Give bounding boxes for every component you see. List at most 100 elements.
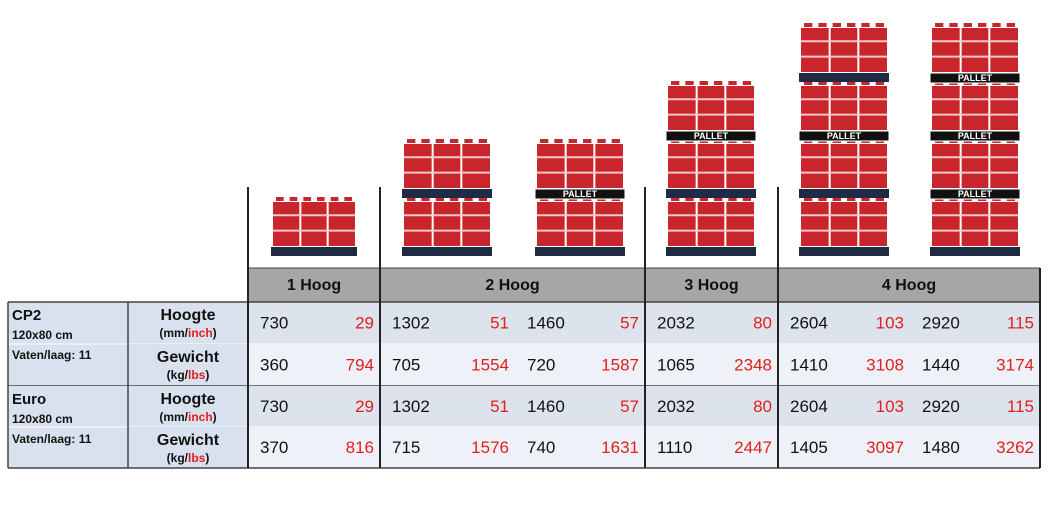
imperial-value: 115 (1007, 397, 1034, 416)
imperial-value: 1587 (601, 355, 639, 374)
barrel-top (714, 197, 723, 201)
barrels (537, 144, 623, 188)
measure-cell (128, 386, 248, 427)
measure-unit: (kg/lbs) (167, 368, 210, 382)
barrel-layer (666, 197, 756, 256)
barrels (668, 86, 754, 130)
imperial-value: 2447 (734, 438, 772, 457)
product-size: 120x80 cm (12, 412, 73, 426)
unit-part: inch (188, 410, 213, 424)
product-layer: Vaten/laag: 11 (12, 348, 92, 362)
imperial-value: 794 (346, 355, 374, 374)
unit-part: inch (188, 326, 213, 340)
measure-cell (128, 427, 248, 468)
barrels (801, 144, 887, 188)
unit-part: ) (213, 326, 217, 340)
imperial-value: 1554 (471, 355, 509, 374)
barrel-top (861, 81, 870, 85)
imperial-value: 2348 (734, 355, 772, 374)
metric-value: 1480 (922, 438, 960, 457)
barrel-top (875, 197, 884, 201)
imperial-value: 51 (490, 397, 509, 416)
metric-value: 730 (260, 397, 288, 416)
imperial-value: 3097 (866, 438, 904, 457)
imperial-value: 1631 (601, 438, 639, 457)
barrel-top (478, 139, 487, 143)
metric-value: 1440 (922, 355, 960, 374)
unit-part: (mm/ (159, 410, 188, 424)
barrels (801, 86, 887, 130)
unit-part: ) (205, 368, 209, 382)
barrel-top (450, 139, 459, 143)
pallet (402, 247, 492, 256)
barrel-top (583, 139, 592, 143)
imperial-value: 103 (876, 313, 904, 332)
barrel-top (671, 197, 680, 201)
pallet-label: PALLET (958, 131, 993, 141)
barrel-top (289, 197, 298, 201)
imperial-value: 51 (490, 313, 509, 332)
barrel-top (742, 81, 751, 85)
measure-label: Hoogte (160, 391, 215, 408)
barrel-layer: PALLET (798, 81, 890, 142)
pallet (271, 247, 357, 256)
imperial-value: 3174 (996, 355, 1034, 374)
pallet (535, 247, 625, 256)
unit-part: (kg/ (167, 368, 189, 382)
pallet-label: PALLET (563, 189, 598, 199)
imperial-value: 57 (620, 397, 639, 416)
pallet-labelled (798, 130, 890, 142)
barrel-top (861, 197, 870, 201)
group-header: 2 Hoog (485, 277, 539, 294)
barrel-layer (799, 197, 889, 256)
metric-value: 1065 (657, 355, 695, 374)
imperial-value: 115 (1007, 313, 1034, 332)
pallet-labelled (665, 130, 757, 142)
barrel-top (714, 81, 723, 85)
barrel-layer (930, 197, 1020, 256)
metric-value: 1302 (392, 397, 430, 416)
barrel-layer (402, 197, 492, 256)
barrel-top (818, 23, 827, 27)
imperial-value: 3262 (996, 438, 1034, 457)
unit-part: ) (213, 410, 217, 424)
barrels (404, 144, 490, 188)
barrels (932, 144, 1018, 188)
imperial-value: 57 (620, 313, 639, 332)
barrel-top (949, 23, 958, 27)
barrel-top (554, 139, 563, 143)
barrels (668, 202, 754, 246)
barrel-top (435, 139, 444, 143)
group-header: 3 Hoog (684, 277, 738, 294)
barrel-top (847, 23, 856, 27)
barrel-top (435, 197, 444, 201)
barrel-layer: PALLET (929, 23, 1021, 84)
unit-part: lbs (188, 368, 206, 382)
imperial-value: 103 (876, 397, 904, 416)
barrel-top (685, 197, 694, 201)
barrel-top (935, 23, 944, 27)
barrels (801, 202, 887, 246)
barrel-top (421, 139, 430, 143)
measure-label: Gewicht (157, 349, 220, 366)
barrels (404, 202, 490, 246)
barrel-top (875, 81, 884, 85)
pallet (666, 247, 756, 256)
product-layer: Vaten/laag: 11 (12, 432, 92, 446)
barrel-top (1006, 23, 1015, 27)
barrel-top (699, 81, 708, 85)
product-size: 120x80 cm (12, 328, 73, 342)
barrel-top (847, 197, 856, 201)
measure-label: Gewicht (157, 432, 220, 449)
metric-value: 2604 (790, 313, 828, 332)
barrel-top (804, 81, 813, 85)
barrel-top (875, 23, 884, 27)
metric-value: 1460 (527, 397, 565, 416)
barrel-top (818, 81, 827, 85)
barrel-top (832, 81, 841, 85)
barrel-top (804, 23, 813, 27)
barrel-layer: PALLET (534, 139, 626, 200)
barrel-top (978, 23, 987, 27)
barrel-top (568, 139, 577, 143)
